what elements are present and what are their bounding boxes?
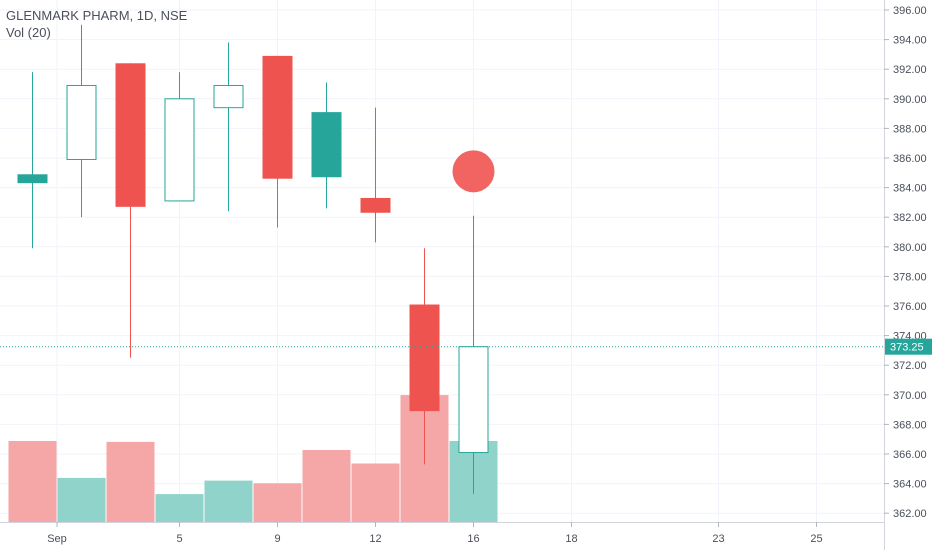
price-tick-label: 364.00 — [893, 479, 927, 491]
price-axis[interactable]: 362.00364.00366.00368.00370.00372.00374.… — [884, 0, 932, 550]
candle-body — [164, 98, 195, 202]
last-price-tag — [885, 338, 932, 355]
volume-legend: Vol (20) — [6, 25, 51, 40]
price-tick-label: 394.00 — [893, 35, 927, 47]
price-marker-circle — [452, 150, 495, 193]
time-tick-label: 25 — [810, 533, 822, 545]
volume-bar — [302, 450, 351, 522]
price-tick-label: 372.00 — [893, 360, 927, 372]
candle-body — [213, 84, 244, 109]
volume-bar — [8, 441, 57, 522]
volume-bar — [106, 441, 155, 522]
price-tick-label: 362.00 — [893, 508, 927, 520]
candle-body — [458, 346, 489, 454]
volume-bar — [351, 463, 400, 522]
time-tick-label: 18 — [565, 533, 577, 545]
price-tick-label: 388.00 — [893, 123, 927, 135]
price-tick-label: 390.00 — [893, 94, 927, 106]
price-tick-label: 396.00 — [893, 5, 927, 17]
price-tick-label: 366.00 — [893, 449, 927, 461]
time-tick-label: 16 — [467, 533, 479, 545]
time-tick-label: 12 — [369, 533, 381, 545]
time-tick-label: Sep — [47, 533, 67, 545]
price-tick-label: 376.00 — [893, 301, 927, 313]
candle-body — [17, 174, 48, 184]
price-tick-label: 386.00 — [893, 153, 927, 165]
candles — [17, 24, 489, 494]
price-tick-label: 392.00 — [893, 64, 927, 76]
last-price-label: 373.25 — [890, 342, 924, 354]
price-tick-label: 380.00 — [893, 242, 927, 254]
price-tick-label: 378.00 — [893, 271, 927, 283]
volume-bars — [8, 395, 498, 522]
price-tick-label: 370.00 — [893, 390, 927, 402]
price-tick-label: 384.00 — [893, 183, 927, 195]
price-tick-label: 368.00 — [893, 419, 927, 431]
candle-body — [409, 304, 440, 412]
candle-body — [262, 55, 293, 179]
candle-body — [66, 84, 97, 160]
time-axis[interactable]: Sep 5 9 12 16 18 23 25 — [0, 522, 884, 545]
candle-body — [360, 197, 391, 213]
time-tick-label: 23 — [712, 533, 724, 545]
volume-bar — [155, 494, 204, 522]
price-tick-label: 382.00 — [893, 212, 927, 224]
overlays — [0, 150, 884, 348]
candle-body — [311, 112, 342, 178]
chart-legend-title: GLENMARK PHARM, 1D, NSE — [6, 8, 188, 23]
volume-bar — [253, 483, 302, 522]
time-tick-label: 9 — [274, 533, 280, 545]
volume-bar — [57, 477, 106, 522]
time-tick-label: 5 — [176, 533, 182, 545]
candle-body — [115, 63, 146, 207]
volume-bar — [204, 480, 253, 522]
